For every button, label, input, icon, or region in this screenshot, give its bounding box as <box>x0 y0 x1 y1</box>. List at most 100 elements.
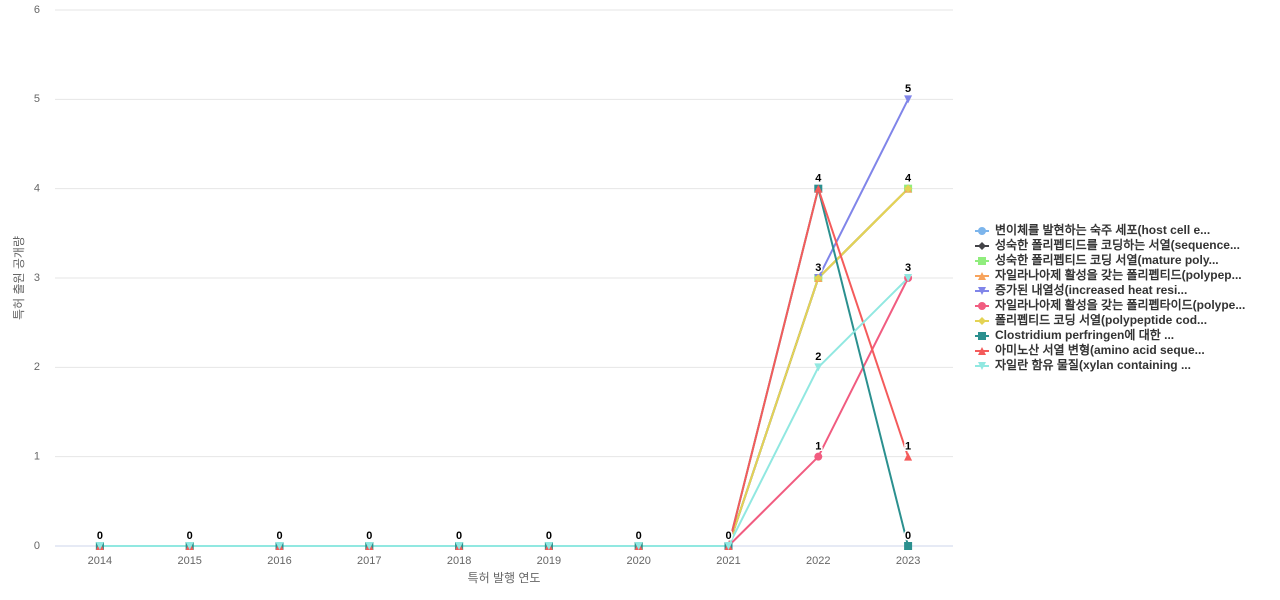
data-label: 0 <box>456 530 462 542</box>
marker <box>978 332 986 340</box>
data-label: 4 <box>905 173 912 185</box>
data-label: 0 <box>456 530 462 542</box>
x-tick-label: 2021 <box>716 555 740 567</box>
data-label: 0 <box>725 530 731 542</box>
data-label: 0 <box>187 530 193 542</box>
legend-item[interactable]: Clostridium perfringen에 대한 ... <box>975 327 1174 342</box>
data-label: 0 <box>546 530 552 542</box>
data-label: 0 <box>187 530 193 542</box>
data-label: 0 <box>636 530 642 542</box>
legend-label: 폴리펩티드 코딩 서열(polypeptide cod... <box>995 312 1207 327</box>
data-label: 0 <box>546 530 552 542</box>
series-line <box>99 277 909 547</box>
data-label: 0 <box>725 530 731 542</box>
x-tick-label: 2020 <box>626 555 650 567</box>
data-label: 0 <box>276 530 282 542</box>
marker <box>814 184 823 193</box>
x-axis-title: 특허 발행 연도 <box>468 570 541 585</box>
x-tick-label: 2019 <box>537 555 561 567</box>
data-label: 0 <box>456 530 462 542</box>
data-label: 0 <box>366 530 372 542</box>
marker <box>904 95 913 104</box>
data-label: 0 <box>97 530 103 542</box>
data-label: 0 <box>187 530 193 542</box>
data-label: 0 <box>97 530 103 542</box>
legend-label: 증가된 내열성(increased heat resi... <box>995 282 1187 297</box>
y-tick-label: 0 <box>34 540 40 552</box>
legend-label: 성숙한 폴리펩티드 코딩 서열(mature poly... <box>995 252 1219 267</box>
data-label: 0 <box>636 530 642 542</box>
data-label: 3 <box>905 262 911 274</box>
data-label: 0 <box>276 530 282 542</box>
legend-item[interactable]: 자일라나아제 활성을 갖는 폴리펩타이드(polype... <box>975 297 1245 312</box>
legend-item[interactable]: 아미노산 서열 변형(amino acid seque... <box>975 342 1205 357</box>
data-label: 0 <box>456 530 462 542</box>
legend-item[interactable]: 자일란 함유 물질(xylan containing ... <box>975 357 1191 372</box>
data-label: 0 <box>276 530 282 542</box>
data-label: 4 <box>815 173 822 185</box>
data-label: 0 <box>366 530 372 542</box>
marker <box>978 287 986 295</box>
data-label: 5 <box>905 83 911 95</box>
data-label: 0 <box>546 530 552 542</box>
legend-item[interactable]: 성숙한 폴리펩티드 코딩 서열(mature poly... <box>975 252 1219 267</box>
x-tick-label: 2022 <box>806 555 830 567</box>
marker <box>185 542 194 550</box>
data-label: 0 <box>636 530 642 542</box>
marker <box>978 362 986 370</box>
series-line <box>99 277 909 547</box>
data-label: 1 <box>815 441 821 453</box>
x-tick-label: 2023 <box>896 555 920 567</box>
y-tick-label: 1 <box>34 451 40 463</box>
data-label: 0 <box>546 530 552 542</box>
data-label: 0 <box>725 530 731 542</box>
data-label: 4 <box>905 173 912 185</box>
data-label: 0 <box>366 530 372 542</box>
data-label: 0 <box>97 530 103 542</box>
data-label: 0 <box>636 530 642 542</box>
data-label: 0 <box>725 530 731 542</box>
data-label: 3 <box>815 262 821 274</box>
legend-label: Clostridium perfringen에 대한 ... <box>995 327 1174 342</box>
data-label: 0 <box>636 530 642 542</box>
data-label: 0 <box>546 530 552 542</box>
marker <box>814 452 823 461</box>
data-label: 0 <box>725 530 731 542</box>
legend-item[interactable]: 자일라나아제 활성을 갖는 폴리펩티드(polypep... <box>975 267 1242 282</box>
data-label: 0 <box>905 530 911 542</box>
legend-label: 자일라나아제 활성을 갖는 폴리펩타이드(polype... <box>995 297 1245 312</box>
y-tick-label: 5 <box>34 93 40 105</box>
data-label: 0 <box>187 530 193 542</box>
legend-item[interactable]: 폴리펩티드 코딩 서열(polypeptide cod... <box>975 312 1207 327</box>
data-label: 0 <box>366 530 372 542</box>
y-tick-label: 2 <box>34 361 40 373</box>
marker <box>978 242 986 250</box>
y-axis-title: 특허 출원 공개량 <box>12 236 26 320</box>
series-line <box>99 98 909 547</box>
data-label: 0 <box>546 530 552 542</box>
data-label: 0 <box>276 530 282 542</box>
data-label: 0 <box>456 530 462 542</box>
legend-label: 자일라나아제 활성을 갖는 폴리펩티드(polypep... <box>995 267 1242 282</box>
data-label: 4 <box>905 173 912 185</box>
marker <box>904 542 913 550</box>
x-tick-label: 2016 <box>267 555 291 567</box>
marker <box>904 184 913 193</box>
marker <box>275 542 284 550</box>
marker <box>814 363 823 372</box>
legend-item[interactable]: 변이체를 발현하는 숙주 세포(host cell e... <box>975 222 1210 237</box>
y-tick-label: 4 <box>34 183 40 195</box>
data-label: 0 <box>366 530 372 542</box>
data-label: 3 <box>815 262 821 274</box>
data-label: 0 <box>725 530 731 542</box>
data-label: 0 <box>97 530 103 542</box>
data-label: 0 <box>546 530 552 542</box>
legend-item[interactable]: 증가된 내열성(increased heat resi... <box>975 282 1187 297</box>
marker <box>544 542 553 550</box>
x-tick-label: 2017 <box>357 555 381 567</box>
data-label: 0 <box>456 530 462 542</box>
marker <box>814 274 823 282</box>
data-label: 0 <box>546 530 552 542</box>
legend-item[interactable]: 성숙한 폴리펩티드를 코딩하는 서열(sequence... <box>975 237 1240 252</box>
y-tick-label: 3 <box>34 272 40 284</box>
